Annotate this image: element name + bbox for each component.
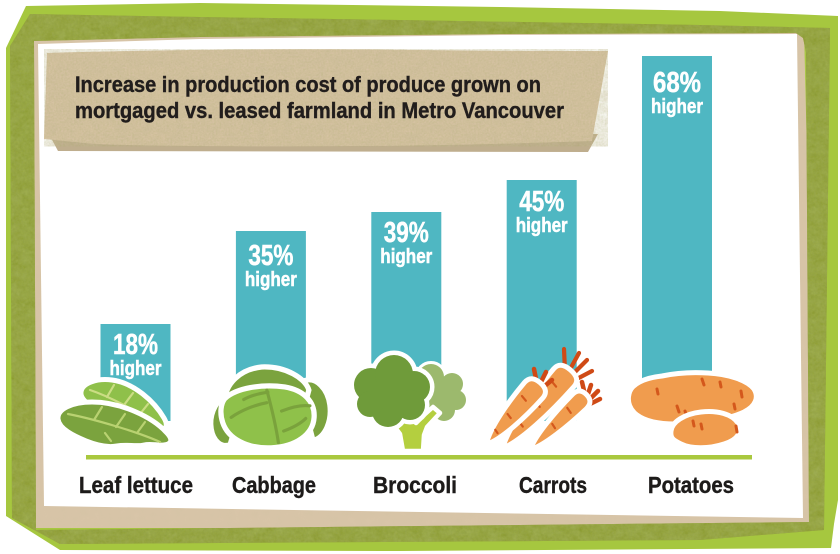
svg-text:higher: higher [245, 269, 297, 291]
svg-text:Leaf lettuce: Leaf lettuce [79, 472, 193, 498]
svg-text:higher: higher [110, 358, 162, 380]
svg-text:Cabbage: Cabbage [232, 472, 316, 498]
svg-text:mortgaged vs. leased farmland: mortgaged vs. leased farmland in Metro V… [75, 98, 564, 123]
svg-text:higher: higher [651, 96, 703, 118]
svg-text:higher: higher [380, 246, 432, 268]
svg-text:45%: 45% [519, 186, 564, 218]
svg-text:Potatoes: Potatoes [648, 472, 734, 498]
svg-text:Broccoli: Broccoli [373, 472, 457, 498]
svg-text:18%: 18% [113, 329, 158, 361]
svg-text:Increase in production cost of: Increase in production cost of produce g… [75, 72, 541, 97]
svg-text:35%: 35% [248, 240, 293, 272]
svg-text:Carrots: Carrots [519, 472, 587, 498]
svg-text:higher: higher [516, 215, 568, 237]
svg-text:68%: 68% [653, 67, 701, 99]
svg-text:39%: 39% [384, 217, 429, 249]
